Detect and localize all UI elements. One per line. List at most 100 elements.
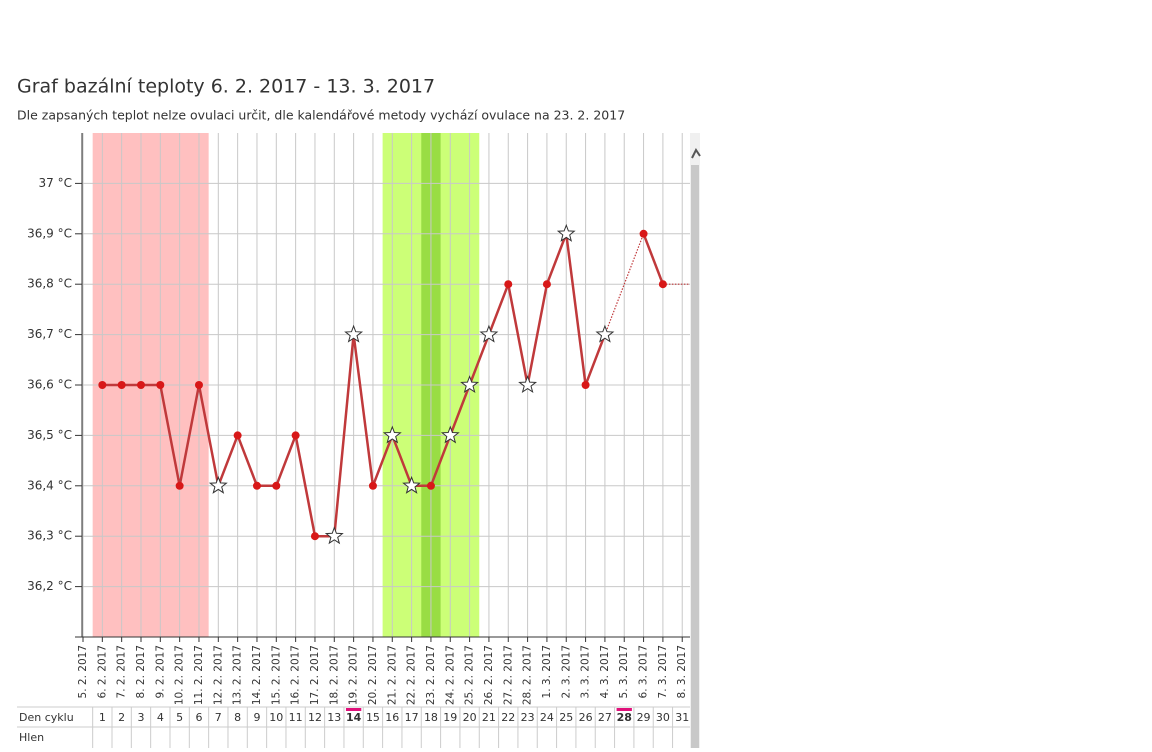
cycle-day: 10: [269, 711, 283, 724]
cycle-day: 3: [137, 711, 144, 724]
x-tick-label: 5. 2. 2017: [77, 645, 89, 698]
star-point: [324, 526, 344, 545]
cycle-day: 22: [501, 711, 515, 724]
x-tick-label: 25. 2. 2017: [464, 645, 476, 705]
cycle-day: 18: [424, 711, 438, 724]
x-tick-label: 26. 2. 2017: [483, 645, 495, 705]
x-tick-label: 7. 2. 2017: [116, 645, 128, 698]
star-point: [479, 324, 499, 343]
x-tick-label: 13. 2. 2017: [232, 645, 244, 705]
x-tick-label: 9. 2. 2017: [154, 645, 166, 698]
x-tick-label: 6. 2. 2017: [96, 645, 108, 698]
x-tick-label: 4. 3. 2017: [599, 645, 611, 698]
y-tick-label: 36,3 °C: [27, 529, 72, 543]
cycle-day: 5: [176, 711, 183, 724]
dot-point: [310, 532, 319, 541]
x-tick-label: 28. 2. 2017: [522, 645, 534, 705]
y-tick-label: 36,6 °C: [27, 378, 72, 392]
dot-point: [117, 381, 126, 389]
x-tick-label: 10. 2. 2017: [174, 645, 186, 705]
cycle-day: 24: [540, 711, 554, 724]
x-tick-label: 6. 3. 2017: [638, 645, 650, 698]
star-point: [402, 475, 422, 494]
dot-point: [504, 280, 513, 289]
cycle-day: 27: [598, 711, 612, 724]
cycle-day: 26: [579, 711, 593, 724]
x-tick-label: 5. 3. 2017: [618, 645, 630, 698]
cycle-day: 6: [195, 711, 202, 724]
cycle-day: 21: [482, 711, 496, 724]
x-tick-label: 22. 2. 2017: [406, 645, 418, 705]
dot-point: [426, 481, 435, 490]
cycle-day: 31: [675, 711, 689, 724]
y-tick-label: 36,8 °C: [27, 277, 72, 291]
cycle-day: 1: [99, 711, 106, 724]
dot-point: [252, 481, 261, 490]
cycle-day: 16: [385, 711, 399, 724]
dot-point: [291, 431, 300, 440]
table-row-label: Den cyklu: [19, 711, 74, 724]
cycle-day: 29: [637, 711, 651, 724]
dot-point: [98, 381, 107, 389]
x-tick-label: 2. 3. 2017: [560, 645, 572, 698]
y-tick-label: 37 °C: [39, 176, 72, 190]
x-tick-label: 1. 3. 2017: [541, 645, 553, 698]
y-tick-label: 36,7 °C: [27, 327, 72, 341]
cycle-day: 4: [157, 711, 164, 724]
chart-title: Graf bazální teploty 6. 2. 2017 - 13. 3.…: [17, 76, 435, 98]
dot-point: [156, 381, 165, 389]
dot-point: [639, 229, 648, 238]
cycle-day: 28: [617, 711, 632, 724]
x-tick-label: 14. 2. 2017: [251, 645, 263, 705]
x-tick-label: 7. 3. 2017: [657, 645, 669, 698]
cycle-day: 8: [234, 711, 241, 724]
x-tick-label: 8. 2. 2017: [135, 645, 147, 698]
star-point: [518, 375, 538, 394]
star-point: [344, 324, 364, 343]
cycle-day: 7: [215, 711, 222, 724]
dot-point: [272, 481, 281, 490]
x-tick-label: 18. 2. 2017: [328, 645, 340, 705]
cycle-day: 13: [327, 711, 341, 724]
cycle-day: 30: [656, 711, 670, 724]
dot-point: [581, 381, 590, 389]
x-tick-label: 27. 2. 2017: [502, 645, 514, 705]
star-point: [382, 425, 402, 444]
star-point: [595, 324, 615, 343]
cycle-day: 25: [559, 711, 573, 724]
cycle-day: 19: [443, 711, 457, 724]
scroll-up-arrow[interactable]: [691, 148, 701, 159]
cycle-day: 17: [405, 711, 419, 724]
x-tick-label: 17. 2. 2017: [309, 645, 321, 705]
x-tick-label: 11. 2. 2017: [193, 645, 205, 705]
star-point: [208, 475, 228, 494]
y-tick-label: 36,4 °C: [27, 478, 72, 492]
temperature-line: [642, 233, 665, 285]
x-tick-label: 8. 3. 2017: [676, 645, 688, 698]
cycle-day: 15: [366, 711, 380, 724]
scrollbar-thumb[interactable]: [691, 165, 699, 748]
x-tick-label: 20. 2. 2017: [367, 645, 379, 705]
x-tick-label: 3. 3. 2017: [580, 645, 592, 698]
chart-subtitle: Dle zapsaných teplot nelze ovulaci určit…: [17, 108, 625, 123]
star-point: [440, 425, 460, 444]
x-tick-label: 19. 2. 2017: [348, 645, 360, 705]
dot-point: [368, 481, 377, 490]
highlight-bar: [616, 708, 632, 711]
star-point: [460, 375, 480, 394]
dot-point: [542, 280, 551, 289]
dot-point: [175, 481, 184, 490]
cycle-day: 20: [463, 711, 477, 724]
highlight-bar: [345, 708, 362, 711]
star-point: [556, 223, 576, 242]
dot-point: [658, 280, 667, 289]
x-tick-label: 24. 2. 2017: [444, 645, 456, 705]
cycle-day: 2: [118, 711, 125, 724]
y-tick-label: 36,5 °C: [27, 428, 72, 442]
x-tick-label: 21. 2. 2017: [386, 645, 398, 705]
dot-point: [194, 381, 203, 389]
dot-point: [233, 431, 242, 440]
cycle-day: 14: [346, 711, 362, 724]
y-tick-label: 36,9 °C: [27, 226, 72, 240]
